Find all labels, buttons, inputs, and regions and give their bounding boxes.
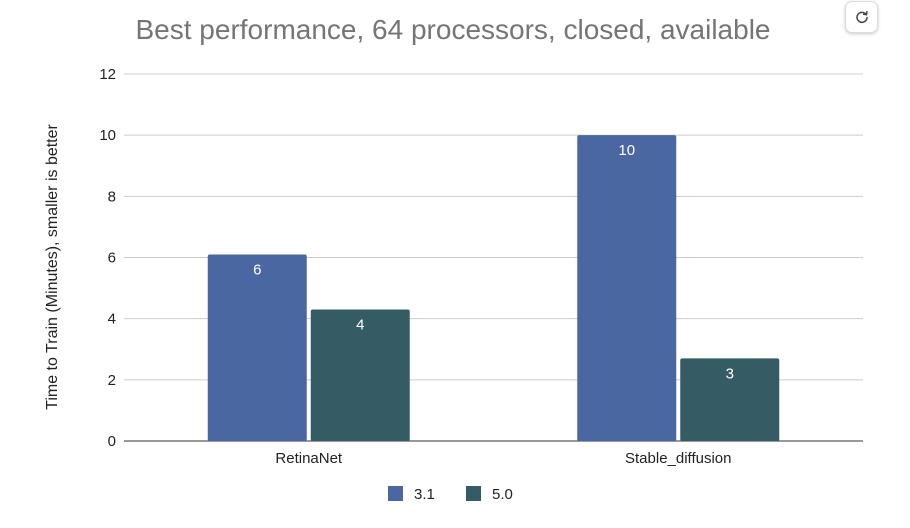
y-tick-label: 0 — [108, 433, 116, 450]
y-tick-label: 4 — [108, 311, 116, 328]
bar-data-label: 4 — [356, 316, 364, 333]
bar — [310, 309, 410, 441]
bar-data-label: 10 — [618, 142, 635, 159]
refresh-icon — [855, 10, 868, 24]
y-tick-label: 2 — [108, 372, 116, 389]
y-tick-label: 6 — [108, 250, 116, 267]
bar — [577, 135, 677, 441]
y-axis-ticks: 0 2 4 6 8 10 12 — [99, 66, 116, 450]
bars — [207, 135, 780, 441]
data-labels: 6 4 10 3 — [253, 142, 734, 382]
y-tick-label: 12 — [99, 66, 116, 83]
legend: 3.1 5.0 — [388, 486, 513, 503]
x-category-label: RetinaNet — [275, 450, 343, 467]
y-tick-label: 10 — [99, 127, 116, 144]
chart-title: Best performance, 64 processors, closed,… — [135, 14, 771, 45]
y-axis-title: Time to Train (Minutes), smaller is bett… — [44, 123, 61, 409]
bar-data-label: 6 — [253, 261, 261, 278]
y-tick-label: 8 — [108, 188, 116, 205]
x-axis-categories: RetinaNet Stable_diffusion — [275, 450, 731, 467]
legend-swatch — [388, 486, 403, 501]
x-category-label: Stable_diffusion — [625, 450, 731, 467]
legend-swatch — [466, 486, 481, 501]
refresh-button[interactable] — [845, 1, 878, 33]
bar — [207, 254, 307, 441]
bar — [680, 358, 780, 441]
legend-label: 3.1 — [414, 486, 435, 503]
legend-label: 5.0 — [492, 486, 513, 503]
bar-data-label: 3 — [726, 365, 734, 382]
